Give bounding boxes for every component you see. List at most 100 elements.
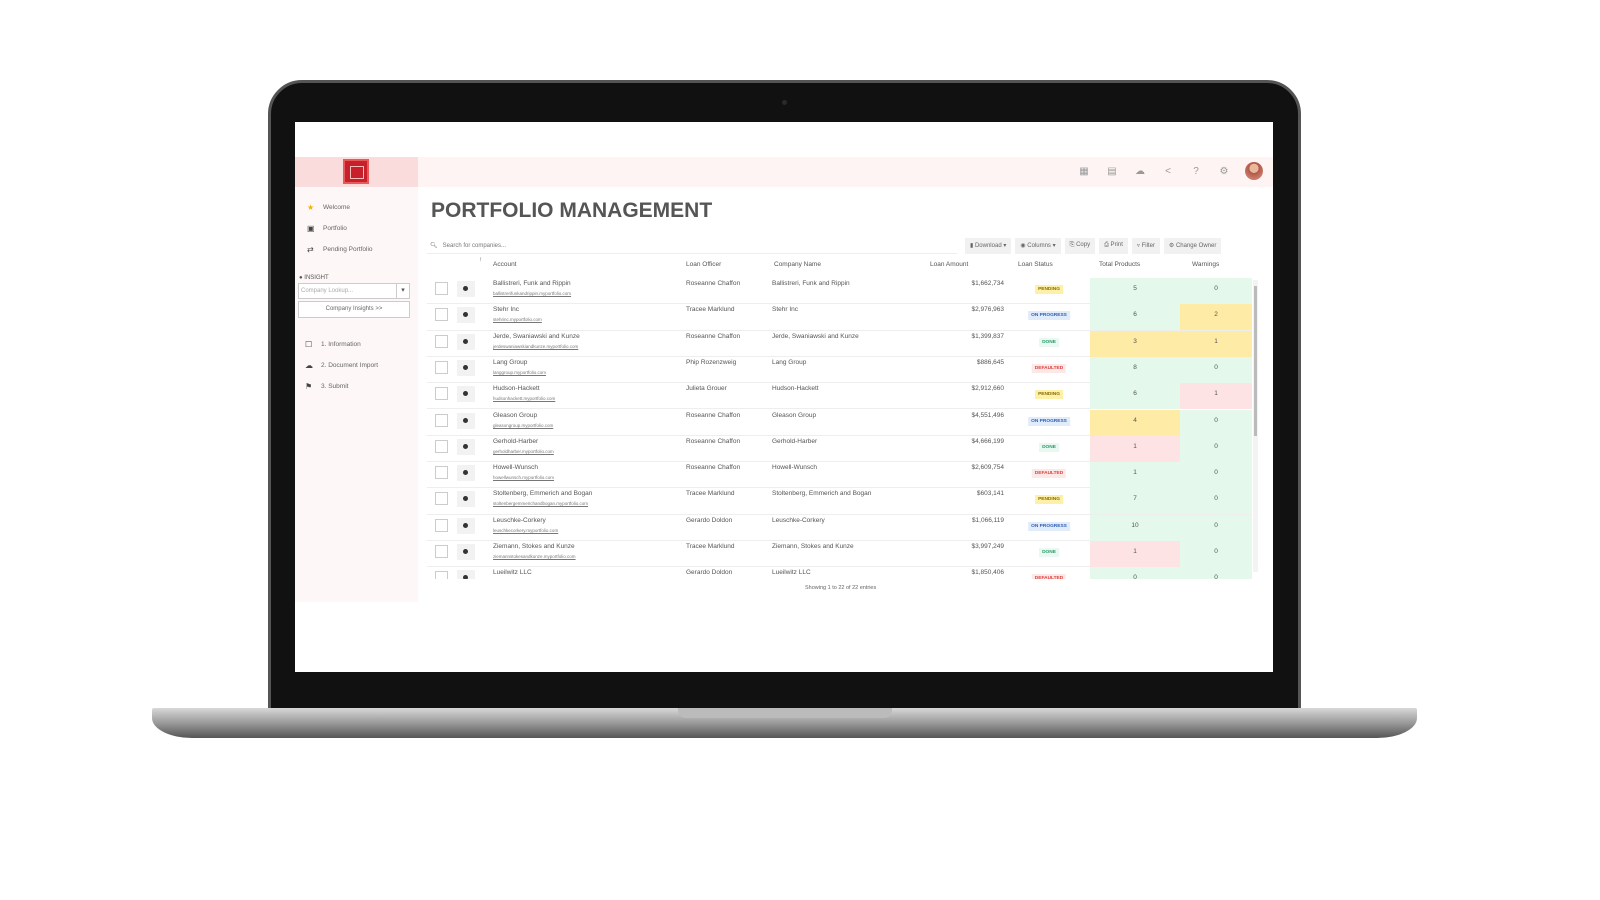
download-button[interactable]: ▮ Download ▾ [965,238,1012,254]
account-email-link[interactable]: stehrinc.myportfolio.com [493,317,542,323]
print-button[interactable]: ⎙ Print [1099,238,1128,254]
account-name[interactable]: Gleason Group [493,411,538,419]
table-row[interactable]: Lang Group langgroup.myportfolio.com Phi… [427,356,1252,384]
row-checkbox[interactable] [435,413,448,427]
status-badge: DEFAULTED [1031,574,1067,579]
columns-button[interactable]: ◉ Columns ▾ [1015,238,1061,254]
account-name[interactable]: Stoltenberg, Emmerich and Bogan [493,490,593,498]
account-email-link[interactable]: langgroup.myportfolio.com [493,369,547,375]
table-row[interactable]: Stoltenberg, Emmerich and Bogan stoltenb… [427,488,1252,515]
chevron-down-icon[interactable]: ▾ [396,284,409,298]
account-email-link[interactable]: gleasongroup.myportfolio.com [493,422,554,428]
table-row[interactable]: Lueilwitz LLC Gerardo Doldon Lueilwitz L… [427,567,1252,579]
header-loan-amount[interactable]: Loan Amount [930,261,969,268]
scrollbar[interactable] [1253,280,1258,572]
account-name[interactable]: Howell-Wunsch [493,464,539,472]
account-name[interactable]: Jerde, Swaniawski and Kunze [493,332,580,340]
table-row[interactable]: Stehr Inc stehrinc.myportfolio.com Trace… [427,304,1252,331]
table-row[interactable]: Howell-Wunsch howellwunsch.myportfolio.c… [427,462,1252,489]
header-loan-status[interactable]: Loan Status [1018,261,1053,268]
top-bar [295,157,1273,187]
cloud-upload-icon: ☁ [305,361,313,370]
loan-officer: Phip Rozenzweig [686,358,737,366]
row-checkbox[interactable] [435,466,448,480]
header-loan-officer[interactable]: Loan Officer [686,261,722,268]
table-row[interactable]: Gleason Group gleasongroup.myportfolio.c… [427,409,1252,436]
row-checkbox[interactable] [435,308,448,322]
account-name[interactable]: Ballistreri, Funk and Rippin [493,280,571,287]
row-action-button[interactable] [457,412,475,429]
row-checkbox[interactable] [435,492,448,506]
company-insights-button[interactable]: Company Insights >> [298,301,410,318]
account-name[interactable]: Hudson-Hackett [493,385,540,393]
loan-amount: $3,997,249 [971,543,1004,550]
account-email-link[interactable]: jerdeswaniawskiandkunze.myportfolio.com [493,343,579,349]
account-email-link[interactable]: leuschkecorkery.myportfolio.com [493,527,559,533]
change-owner-button[interactable]: ⚙ Change Owner [1163,238,1222,254]
sidebar-item-pending-portfolio[interactable]: ⇄ Pending Portfolio [307,245,373,254]
table-row[interactable]: Leuschke-Corkery leuschkecorkery.myportf… [427,514,1252,541]
sidebar-item-welcome[interactable]: ★ Welcome [307,203,350,212]
company-lookup-input[interactable]: Company Lookup... ▾ [298,283,410,299]
account-name[interactable]: Lueilwitz LLC [493,569,532,577]
table-row[interactable]: Hudson-Hackett hudsonhackett.myportfolio… [427,383,1252,410]
header-company-name[interactable]: Company Name [774,261,821,268]
row-action-button[interactable] [457,333,475,350]
row-checkbox[interactable] [435,387,448,401]
row-checkbox[interactable] [435,439,448,453]
filter-button[interactable]: ▿ Filter [1131,238,1160,254]
table-row[interactable]: Ballistreri, Funk and Rippin ballistreri… [427,278,1252,305]
account-name[interactable]: Stehr Inc [493,306,520,314]
row-checkbox[interactable] [435,282,448,295]
help-icon[interactable]: ? [1193,165,1199,177]
row-action-button[interactable] [457,359,475,376]
step-document-import[interactable]: ☁ 2. Document Import [305,361,378,370]
account-email-link[interactable]: hudsonhackett.myportfolio.com [493,396,556,402]
account-email-link[interactable]: ziemannstokesandkunze.myportfolio.com [493,554,576,559]
avatar[interactable] [1245,162,1263,180]
scrollbar-thumb[interactable] [1254,286,1257,436]
row-action-button[interactable] [457,281,475,297]
share-icon[interactable]: < [1165,165,1171,177]
account-email-link[interactable]: howellwunsch.myportfolio.com [493,475,555,481]
row-action-button[interactable] [457,544,475,560]
account-name[interactable]: Lang Group [493,358,528,366]
row-checkbox[interactable] [435,571,448,579]
copy-button[interactable]: ⎘ Copy [1064,238,1096,254]
row-checkbox[interactable] [435,518,448,532]
row-checkbox[interactable] [435,360,448,374]
sort-icon[interactable]: ↑ [479,256,483,263]
logo[interactable] [343,159,369,184]
header-warnings[interactable]: Warnings [1192,261,1220,268]
account-email-link[interactable]: ballistrerifunkandrippin.myportfolio.com [493,291,572,296]
row-action-button[interactable] [457,465,475,482]
sidebar-item-portfolio[interactable]: ▣ Portfolio [307,224,347,233]
step-submit[interactable]: ⚑ 3. Submit [305,382,348,391]
table-row[interactable]: Ziemann, Stokes and Kunze ziemannstokesa… [427,541,1252,568]
cloud-icon[interactable]: ☁ [1135,165,1145,177]
row-action-button[interactable] [457,570,475,579]
header-account[interactable]: Account [493,261,517,268]
row-action-button[interactable] [457,386,475,403]
row-action-button[interactable] [457,307,475,324]
row-checkbox[interactable] [435,334,448,348]
table-row[interactable]: Gerhold-Harber gerholdharber.myportfolio… [427,435,1252,463]
row-action-button[interactable] [457,438,475,455]
header-total-products[interactable]: Total Products [1099,261,1141,268]
account-name[interactable]: Ziemann, Stokes and Kunze [493,543,575,550]
account-name[interactable]: Leuschke-Corkery [493,516,546,524]
row-action-button[interactable] [457,517,475,534]
search-input[interactable]: 🔍︎ Search for companies... [427,238,957,254]
grid-icon[interactable]: ▦ [1079,165,1089,177]
row-checkbox[interactable] [435,545,448,558]
step-information[interactable]: ☐ 1. Information [305,340,361,349]
calendar-icon[interactable]: ▤ [1107,165,1117,177]
gear-icon[interactable]: ⚙ [1219,165,1229,177]
row-action-button[interactable] [457,491,475,508]
warnings-cell: 0 [1180,541,1252,567]
account-name[interactable]: Gerhold-Harber [493,437,539,445]
table-row[interactable]: Jerde, Swaniawski and Kunze jerdeswaniaw… [427,330,1252,357]
account-email-link[interactable]: gerholdharber.myportfolio.com [493,448,554,454]
account-email-link[interactable]: stoltenbergemmerichandbogan.myportfolio.… [493,501,589,507]
loan-officer: Roseanne Chaffon [686,411,741,419]
